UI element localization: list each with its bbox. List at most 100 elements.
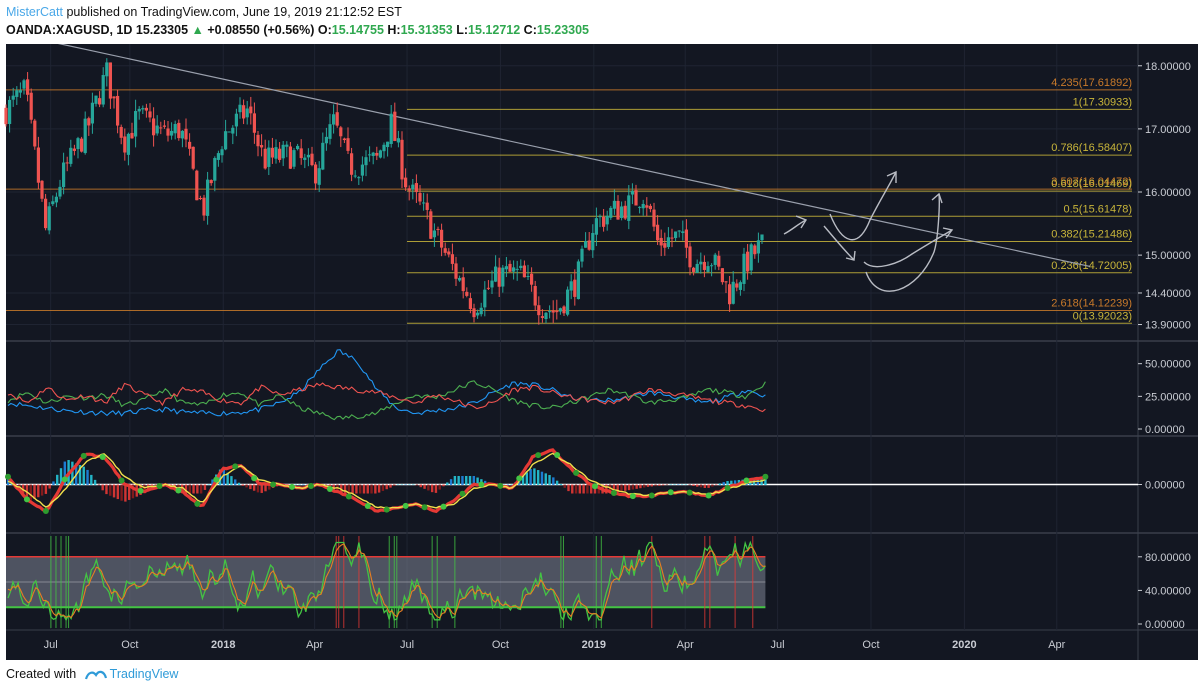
cross-dot xyxy=(440,503,447,510)
candle xyxy=(551,300,555,324)
candle-body xyxy=(296,145,300,150)
tradingview-brand-link[interactable]: TradingView xyxy=(109,667,179,681)
candle-body xyxy=(375,152,379,156)
candle-body xyxy=(562,306,566,314)
candle-body xyxy=(476,312,480,316)
candle xyxy=(555,299,559,320)
projection-arrow xyxy=(783,219,807,235)
candle-body xyxy=(288,146,292,169)
candle-body xyxy=(195,170,199,201)
candle-body xyxy=(648,205,652,210)
histogram-bar xyxy=(408,484,411,485)
candle xyxy=(368,146,372,162)
candle-body xyxy=(728,284,732,305)
histogram-bar xyxy=(654,484,657,487)
histogram-bar xyxy=(714,484,718,486)
candle-body xyxy=(152,118,156,136)
histogram-bar xyxy=(389,484,392,488)
candle xyxy=(4,104,8,127)
candle-body xyxy=(141,108,145,110)
histogram-bar xyxy=(347,484,351,494)
candle-body xyxy=(566,289,570,315)
histogram-bar xyxy=(646,484,650,487)
price-axis-tick-label: 14.40000 xyxy=(1145,288,1191,300)
candle-body xyxy=(281,144,285,159)
candle-body xyxy=(29,92,33,120)
candle-body xyxy=(504,266,508,270)
histogram-bar xyxy=(29,484,32,501)
candle xyxy=(436,226,440,236)
time-axis-tick-label: Apr xyxy=(677,639,694,651)
cross-dot xyxy=(610,490,617,496)
candle xyxy=(634,184,638,206)
histogram-bar xyxy=(540,471,544,485)
histogram-bar xyxy=(362,484,366,494)
candle-body xyxy=(209,180,213,184)
candle xyxy=(346,127,350,155)
candle-body xyxy=(440,229,444,248)
candle-body xyxy=(72,148,76,151)
projection-arrow xyxy=(865,193,940,292)
candle-body xyxy=(699,261,703,265)
candle-body xyxy=(314,164,318,184)
candle xyxy=(144,103,148,118)
histogram-bar xyxy=(71,461,74,485)
histogram-bar xyxy=(90,474,93,485)
histogram-bar xyxy=(52,481,55,485)
candle-body xyxy=(652,209,656,227)
candle-body xyxy=(519,265,523,268)
time-axis-tick-label: Jul xyxy=(44,639,58,651)
chart-header: MisterCatt published on TradingView.com,… xyxy=(0,0,1203,44)
candle-body xyxy=(530,273,534,285)
candle xyxy=(735,279,739,292)
candle xyxy=(717,250,721,271)
candle-body xyxy=(710,265,714,267)
histogram-bar xyxy=(555,480,559,485)
histogram-bar xyxy=(336,484,339,494)
candle xyxy=(234,108,238,137)
candle-body xyxy=(681,231,685,233)
candle-body xyxy=(80,138,84,152)
candle xyxy=(404,168,408,191)
cross-dot xyxy=(42,507,49,514)
candle xyxy=(209,179,213,186)
cross-dot xyxy=(383,506,390,513)
cross-dot xyxy=(629,493,636,500)
candle-body xyxy=(494,266,498,282)
histogram-bar xyxy=(434,484,438,493)
cross-dot xyxy=(213,476,220,483)
candle xyxy=(202,194,206,221)
candle-body xyxy=(310,153,314,166)
candle-body xyxy=(483,289,487,308)
histogram-bar xyxy=(461,476,464,485)
chart-area[interactable]: Jul Oct 2018 Apr Jul Oct 2019 Apr Jul Oct 2020 Apr 1… xyxy=(0,44,1203,660)
candle xyxy=(440,223,444,257)
price-axis-tick-label: 18.00000 xyxy=(1145,61,1191,73)
candle-body xyxy=(353,175,357,177)
candle-body xyxy=(677,230,681,232)
histogram-bar xyxy=(544,473,547,485)
histogram-bar xyxy=(302,484,305,485)
candle xyxy=(162,120,166,129)
histogram-bar xyxy=(502,484,506,485)
candle-body xyxy=(94,95,98,104)
histogram-bar xyxy=(112,484,116,498)
candle-body xyxy=(598,216,602,218)
candle xyxy=(339,125,343,148)
tradingview-logo-icon[interactable] xyxy=(84,668,108,682)
dmi-axis-tick-label: 0.00000 xyxy=(1145,424,1185,436)
candle xyxy=(512,260,516,280)
candle xyxy=(688,242,692,276)
candle xyxy=(288,141,292,169)
candle xyxy=(15,86,19,105)
candle-body xyxy=(576,261,580,300)
candle xyxy=(90,92,94,134)
author-link[interactable]: MisterCatt xyxy=(6,5,63,19)
cross-dot xyxy=(478,481,485,488)
histogram-bar xyxy=(294,484,298,485)
histogram-bar xyxy=(415,484,419,486)
candle-body xyxy=(429,211,433,239)
candle-body xyxy=(522,265,526,278)
candle-body xyxy=(65,162,69,164)
candle xyxy=(458,275,462,282)
